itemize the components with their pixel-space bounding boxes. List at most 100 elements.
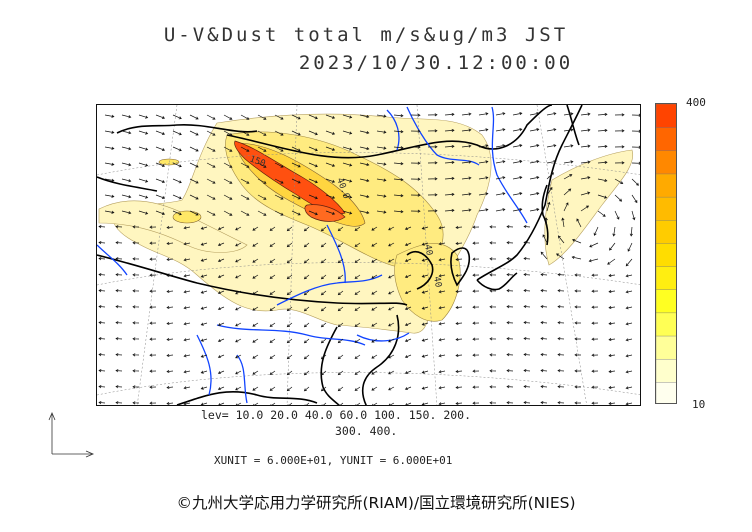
wind-arrow — [115, 353, 123, 357]
wind-arrow — [138, 194, 149, 199]
graticule-line — [137, 105, 178, 405]
wind-arrow — [183, 322, 191, 326]
wind-arrow — [512, 112, 523, 116]
wind-arrow — [217, 354, 225, 359]
wind-arrow — [308, 114, 318, 120]
wind-arrow — [342, 146, 353, 151]
wind-arrow — [235, 322, 242, 327]
wind-arrow — [393, 114, 404, 118]
river — [386, 109, 400, 151]
wind-arrow — [325, 210, 336, 215]
wind-arrow — [388, 226, 395, 231]
wind-arrow — [421, 274, 429, 278]
wind-arrow — [291, 146, 301, 152]
wind-arrow — [303, 226, 310, 232]
wind-arrow — [608, 337, 616, 342]
wind-arrow — [472, 305, 480, 309]
wind-arrow — [529, 192, 540, 196]
wind-arrow — [404, 242, 412, 247]
wind-arrow — [557, 305, 565, 309]
wind-arrow — [183, 354, 191, 358]
wind-arrow — [574, 305, 582, 309]
wind-arrow — [320, 242, 327, 248]
wind-arrow — [138, 114, 149, 119]
wind-arrow — [269, 386, 276, 391]
wind-arrow — [304, 402, 310, 405]
wind-arrow — [593, 226, 599, 236]
wind-arrow — [270, 402, 276, 405]
wind-arrow — [557, 235, 565, 244]
wind-arrow — [461, 208, 472, 212]
wind-arrow — [523, 273, 531, 277]
wind-arrow — [546, 172, 555, 180]
wind-arrow — [223, 178, 233, 184]
wind-arrow — [104, 162, 115, 166]
coastline — [476, 272, 518, 291]
wind-arrow — [371, 274, 378, 279]
wind-arrow — [115, 257, 123, 261]
wind-arrow — [455, 241, 463, 246]
wind-arrow — [388, 402, 395, 405]
colorbar-step — [656, 289, 676, 314]
wind-arrow — [320, 322, 327, 328]
wind-arrow — [274, 114, 284, 120]
wind-arrow — [303, 386, 310, 392]
wind-arrow — [404, 226, 412, 231]
wind-arrow — [132, 353, 140, 357]
wind-arrow — [444, 192, 455, 197]
wind-arrow — [506, 353, 514, 357]
wind-arrow — [472, 337, 480, 341]
coastline — [226, 105, 553, 159]
wind-arrow — [405, 402, 412, 405]
wind-arrow — [625, 322, 633, 326]
wind-arrow — [274, 162, 284, 168]
wind-arrow — [444, 144, 455, 149]
wind-arrow — [337, 274, 344, 280]
wind-arrow — [115, 385, 123, 389]
wind-arrow — [523, 385, 531, 389]
wind-arrow — [523, 321, 531, 325]
wind-arrow — [461, 112, 472, 116]
wind-arrow — [589, 242, 599, 248]
coastline — [97, 254, 408, 306]
wind-arrow — [240, 146, 250, 152]
wind-arrow — [269, 354, 276, 359]
wind-arrow — [608, 273, 616, 278]
wind-arrow — [342, 210, 353, 215]
wind-arrow — [138, 146, 149, 151]
wind-arrow — [421, 258, 429, 262]
wind-arrow — [149, 225, 157, 229]
wind-arrow — [217, 338, 225, 343]
wind-arrow — [455, 225, 463, 230]
wind-arrow — [489, 225, 497, 229]
wind-arrow — [404, 322, 412, 327]
wind-arrow — [223, 210, 233, 216]
wind-arrow — [410, 113, 421, 117]
wind-arrow — [325, 130, 336, 135]
graticule-line — [97, 262, 640, 286]
wind-arrow — [529, 128, 540, 132]
wind-arrow — [121, 146, 132, 151]
wind-arrow — [421, 322, 429, 326]
wind-arrow — [563, 202, 569, 212]
wind-arrow — [478, 176, 489, 180]
wind-arrow — [240, 178, 250, 184]
wind-arrow — [189, 146, 199, 152]
wind-arrow — [376, 178, 387, 182]
coastline — [450, 247, 471, 287]
wind-arrow — [354, 274, 361, 279]
wind-arrow — [506, 321, 514, 325]
wind-arrow — [206, 178, 216, 184]
wind-arrow — [489, 273, 497, 277]
wind-arrow — [337, 258, 344, 264]
wind-arrow — [138, 178, 149, 183]
wind-arrow — [489, 241, 497, 245]
wind-arrow — [393, 178, 404, 182]
wind-arrow — [257, 146, 267, 152]
wind-arrow — [121, 114, 132, 119]
river — [326, 224, 346, 284]
wind-arrow — [478, 128, 489, 132]
wind-arrow — [614, 210, 620, 220]
wind-arrow — [189, 162, 199, 168]
wind-arrow — [438, 290, 446, 294]
